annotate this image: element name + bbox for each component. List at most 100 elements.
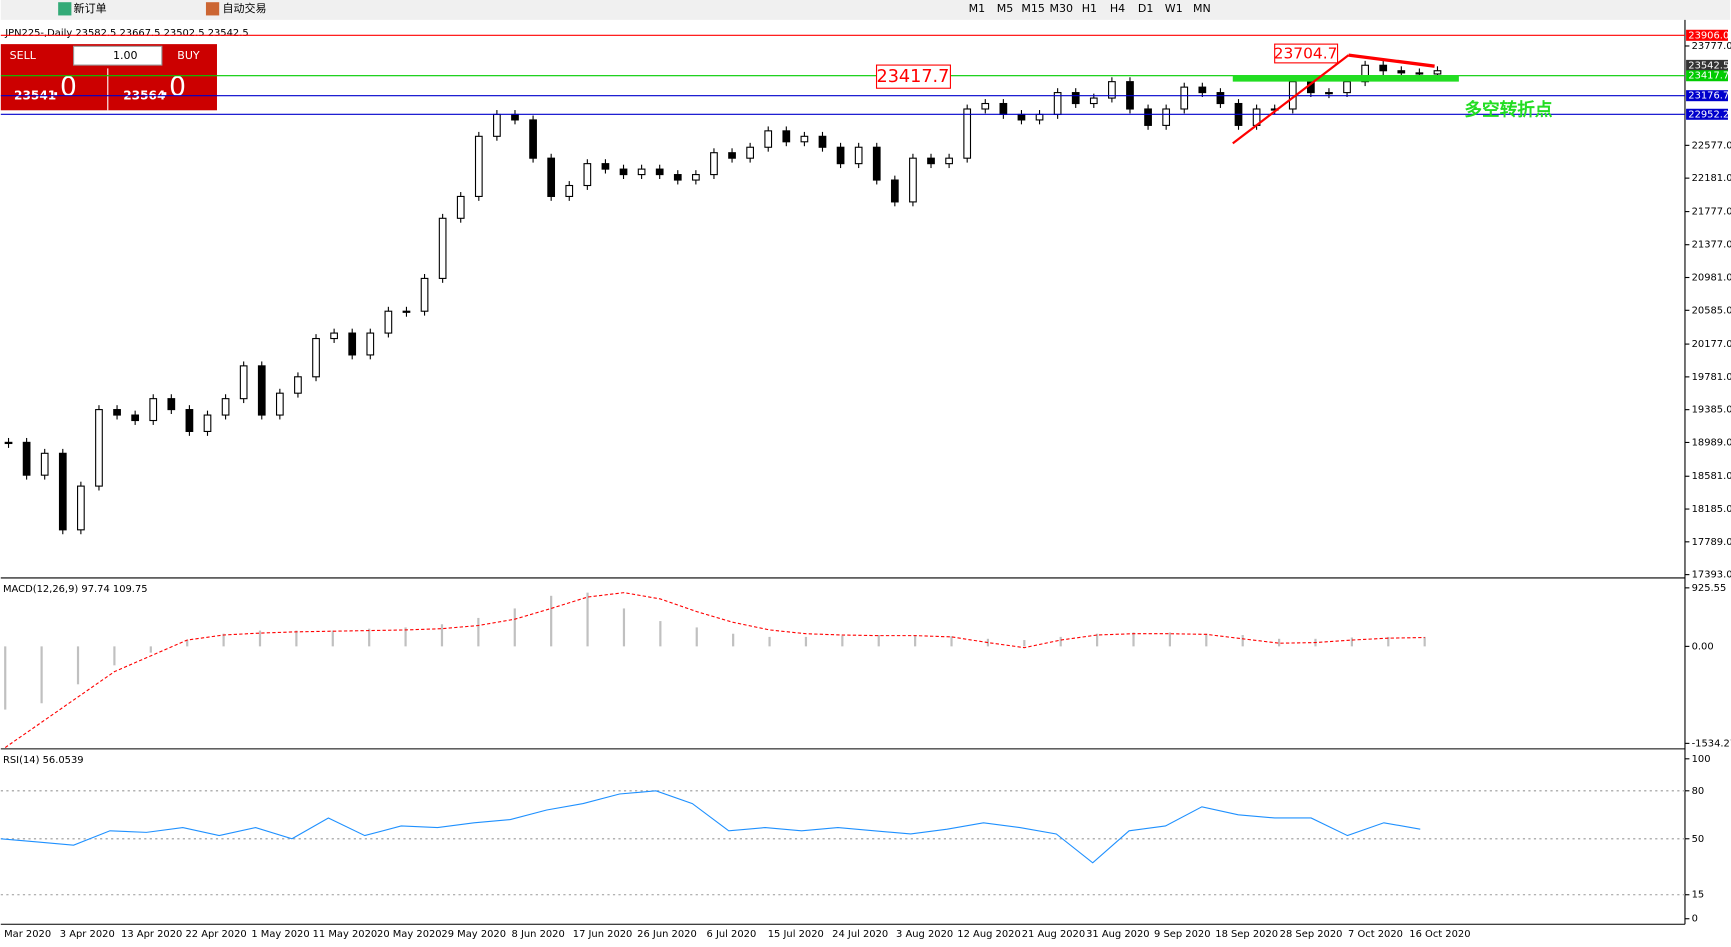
candle bbox=[854, 146, 863, 165]
candle bbox=[710, 152, 718, 176]
x-tick-label: 9 Sep 2020 bbox=[1154, 929, 1210, 940]
price-level-label: 22952.2 bbox=[1688, 109, 1729, 120]
arrow bbox=[1348, 53, 1435, 68]
y-tick-label: 19781.0 bbox=[1692, 372, 1731, 383]
y-tick-label: 21777.0 bbox=[1692, 207, 1731, 218]
y-tick-label: -1534.27 bbox=[1692, 738, 1731, 749]
lots-input[interactable] bbox=[73, 45, 163, 66]
timeframe[interactable]: M5 bbox=[997, 2, 1014, 15]
candle bbox=[637, 168, 646, 176]
rsi-line bbox=[0, 790, 1421, 864]
x-tick-label: 21 Aug 2020 bbox=[1022, 929, 1085, 940]
candle bbox=[511, 113, 519, 121]
ask-tail[interactable]: .0 bbox=[161, 72, 186, 103]
candle bbox=[40, 452, 49, 476]
candle bbox=[927, 157, 935, 165]
candle bbox=[149, 398, 158, 422]
price-level-tag bbox=[1686, 70, 1728, 82]
candle bbox=[872, 146, 881, 181]
y-tick-label: 17393.0 bbox=[1692, 570, 1731, 581]
candle bbox=[692, 174, 700, 181]
candle bbox=[203, 414, 212, 432]
annotation: 23704.7 bbox=[1274, 45, 1338, 63]
x-tick-label: 15 Jul 2020 bbox=[768, 929, 824, 940]
timeframe[interactable]: W1 bbox=[1165, 2, 1183, 15]
auto-trading-icon[interactable] bbox=[205, 2, 220, 16]
timeframe[interactable]: M1 bbox=[969, 2, 986, 15]
candle bbox=[583, 163, 592, 187]
candle bbox=[185, 409, 194, 432]
x-tick-label: 22 Apr 2020 bbox=[185, 929, 246, 940]
x-tick-label: 3 Apr 2020 bbox=[60, 929, 115, 940]
y-tick-label: 18581.0 bbox=[1692, 471, 1731, 482]
y-tick-label: 19385.0 bbox=[1692, 405, 1731, 416]
new-order[interactable]: 新订单 bbox=[74, 1, 107, 15]
sell-button[interactable]: SELL bbox=[10, 49, 37, 62]
candle bbox=[529, 119, 537, 159]
x-tick-label: 8 Jun 2020 bbox=[512, 929, 565, 940]
candle bbox=[348, 332, 357, 356]
lots[interactable]: 1.00 bbox=[113, 49, 138, 62]
candle bbox=[1397, 70, 1406, 74]
timeframe[interactable]: MN bbox=[1193, 2, 1211, 15]
timeframe[interactable]: M15 bbox=[1021, 2, 1045, 15]
y-tick-label: 18989.0 bbox=[1692, 437, 1731, 448]
price-level-tag bbox=[1686, 29, 1728, 41]
chart-title: JPN225-,Daily 23582.5 23667.5 23502.5 23… bbox=[4, 28, 248, 39]
candle bbox=[673, 174, 682, 181]
candle bbox=[800, 135, 809, 143]
x-tick-label: 20 May 2020 bbox=[377, 929, 442, 940]
candle bbox=[1216, 92, 1225, 105]
candle bbox=[981, 102, 990, 110]
price-level-tag bbox=[1686, 90, 1728, 102]
candle bbox=[294, 376, 302, 394]
candle bbox=[221, 398, 230, 416]
candle bbox=[1071, 92, 1080, 105]
candle bbox=[782, 130, 791, 143]
x-tick-label: 31 Aug 2020 bbox=[1086, 929, 1149, 940]
candle bbox=[909, 157, 917, 203]
buy-button[interactable]: BUY bbox=[177, 49, 200, 62]
x-tick-label: 16 Oct 2020 bbox=[1409, 929, 1470, 940]
annotation-box bbox=[875, 64, 951, 89]
x-tick-label: 18 Sep 2020 bbox=[1215, 929, 1278, 940]
y-tick-label: 23777.0 bbox=[1692, 41, 1731, 52]
timeframe[interactable]: H4 bbox=[1110, 2, 1125, 15]
price-level-label: 23542.5 bbox=[1688, 60, 1729, 71]
y-tick-label: 17789.0 bbox=[1692, 537, 1731, 548]
candle bbox=[131, 414, 140, 422]
x-tick-label: 12 Aug 2020 bbox=[957, 929, 1020, 940]
candle bbox=[728, 152, 736, 159]
candle bbox=[818, 135, 827, 148]
candle bbox=[384, 310, 393, 334]
timeframe[interactable]: M30 bbox=[1050, 2, 1074, 15]
x-tick-label: 1 May 2020 bbox=[251, 929, 309, 940]
candle bbox=[493, 113, 501, 137]
candle bbox=[1379, 64, 1388, 72]
price-level-tag bbox=[1686, 108, 1728, 120]
candle bbox=[1198, 86, 1207, 94]
arrow bbox=[1232, 54, 1350, 145]
candle bbox=[22, 441, 31, 476]
candle bbox=[95, 409, 103, 487]
auto-trading[interactable]: 自动交易 bbox=[222, 1, 266, 15]
y-tick-label: 22181.0 bbox=[1692, 173, 1731, 184]
candle bbox=[167, 398, 176, 411]
y-tick-label: 20585.0 bbox=[1692, 305, 1731, 316]
x-tick-label: 5 Mar 2020 bbox=[0, 929, 51, 940]
candle bbox=[1343, 81, 1351, 94]
y-tick-label: 18185.0 bbox=[1692, 504, 1731, 515]
candle bbox=[547, 157, 556, 197]
x-tick-label: 6 Jul 2020 bbox=[707, 929, 757, 940]
y-tick-label: 22577.0 bbox=[1692, 140, 1731, 151]
timeframe[interactable]: D1 bbox=[1138, 2, 1154, 15]
x-tick-label: 24 Jul 2020 bbox=[832, 929, 888, 940]
timeframe[interactable]: H1 bbox=[1082, 2, 1097, 15]
candle bbox=[764, 130, 773, 148]
x-tick-label: 29 May 2020 bbox=[441, 929, 506, 940]
bid-tail[interactable]: .0 bbox=[52, 72, 77, 103]
price-level-label: 23176.7 bbox=[1688, 91, 1729, 102]
new-order-icon[interactable] bbox=[58, 2, 72, 16]
